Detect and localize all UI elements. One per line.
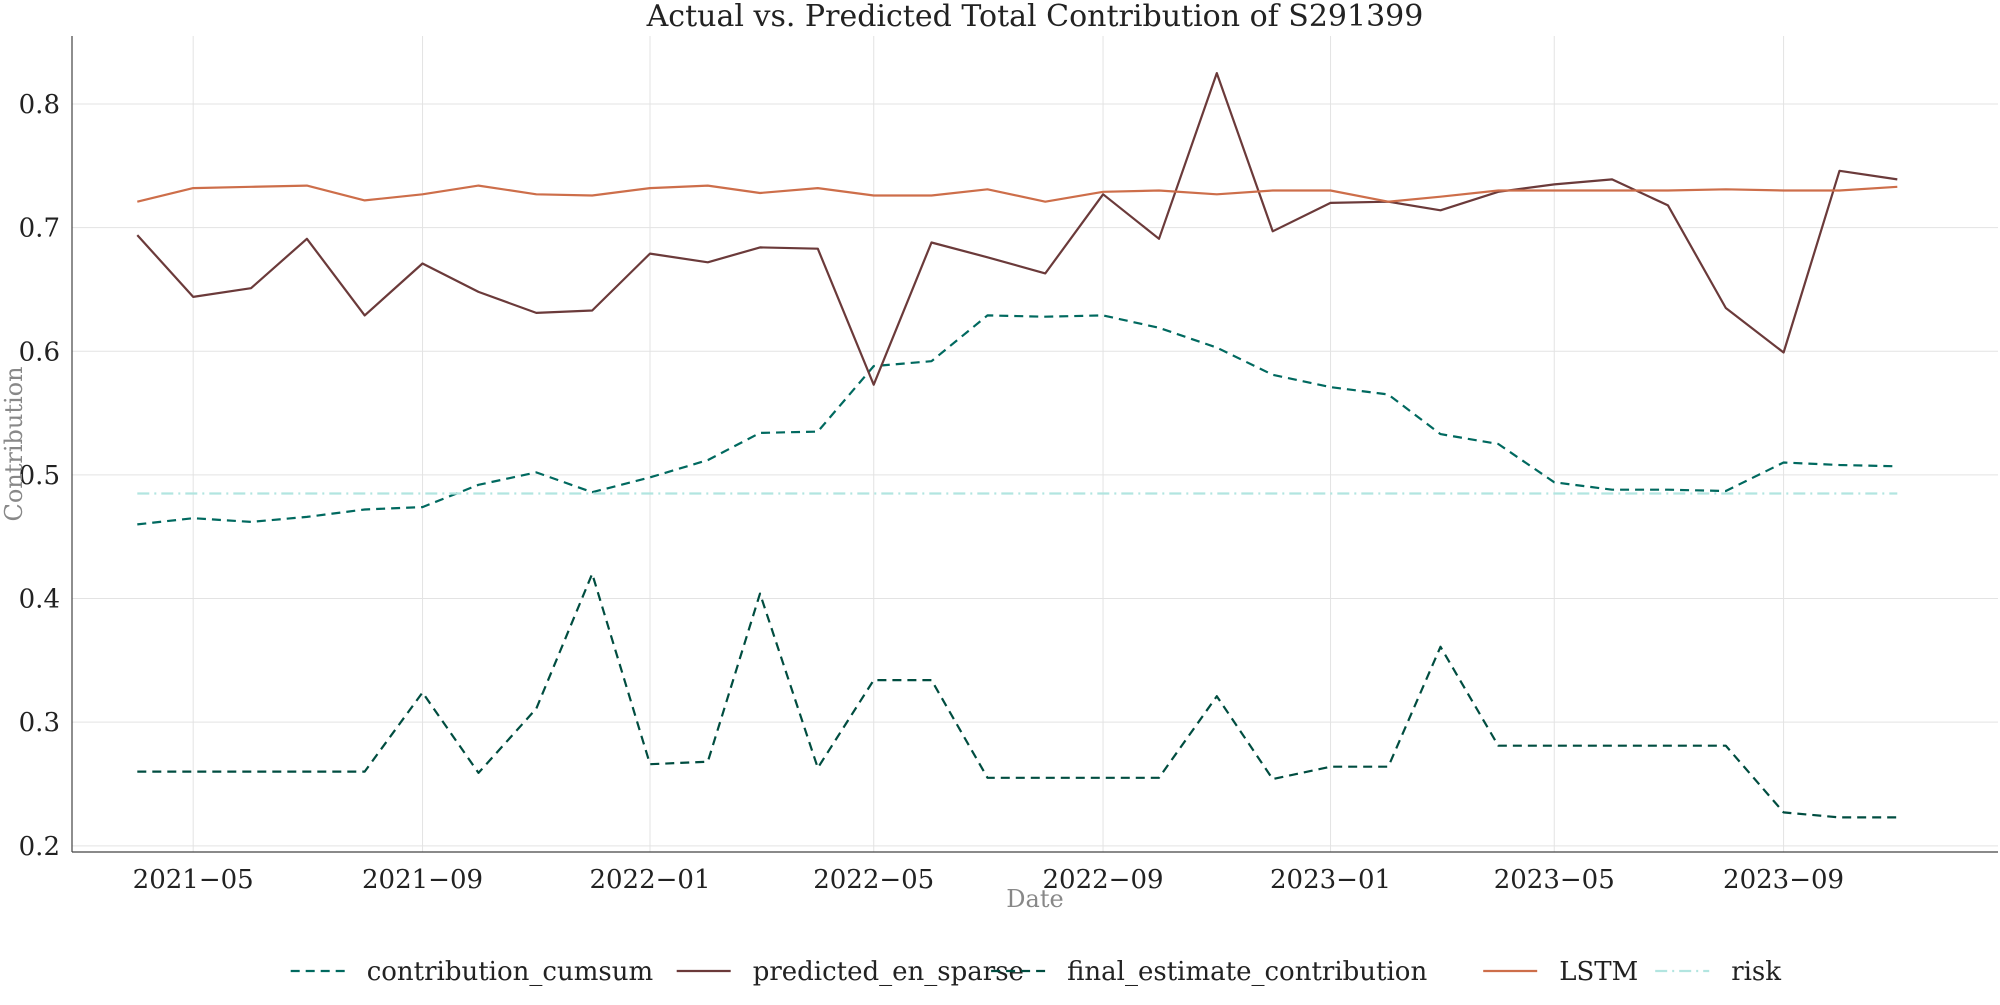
series-line-lstm xyxy=(137,184,1898,203)
x-tick-label: 2023−01 xyxy=(1270,865,1391,895)
series xyxy=(136,71,1898,819)
y-tick-label: 0.8 xyxy=(19,90,60,120)
y-tick-labels: 0.2 0.3 0.4 0.5 0.6 0.7 0.8 xyxy=(19,90,60,862)
x-tick-label: 2023−09 xyxy=(1723,865,1844,895)
x-tick-label: 2022−05 xyxy=(813,865,934,895)
x-axis-label: Date xyxy=(1006,885,1063,913)
x-tick-label: 2021−05 xyxy=(133,865,254,895)
x-tick-label: 2021−09 xyxy=(362,865,483,895)
chart-title: Actual vs. Predicted Total Contribution … xyxy=(646,0,1424,34)
legend-label: predicted_en_sparse xyxy=(753,957,1024,987)
legend-label: LSTM xyxy=(1559,957,1638,987)
y-tick-label: 0.5 xyxy=(19,461,60,491)
y-tick-label: 0.3 xyxy=(19,708,60,738)
y-axis-label: Contribution xyxy=(0,366,28,521)
y-tick-label: 0.7 xyxy=(19,214,60,244)
legend-label: risk xyxy=(1731,957,1781,987)
x-tick-label: 2022−01 xyxy=(589,865,710,895)
x-tick-label: 2023−05 xyxy=(1494,865,1615,895)
grid xyxy=(72,36,1998,852)
series-line-final-estimate-contribution xyxy=(137,572,1898,819)
axes xyxy=(71,36,1998,853)
series-line-predicted-en-sparse xyxy=(136,71,1898,386)
legend-label: contribution_cumsum xyxy=(367,957,653,987)
legend-label: final_estimate_contribution xyxy=(1067,957,1427,987)
y-tick-label: 0.4 xyxy=(19,585,60,615)
y-tick-label: 0.2 xyxy=(19,832,60,862)
x-tick-labels: 2021−05 2021−09 2022−01 2022−05 2022−09 2023−… xyxy=(133,865,1844,895)
series-line-contribution-cumsum xyxy=(137,314,1898,526)
x-tick-label: 2022−09 xyxy=(1043,865,1164,895)
legend: contribution_cumsum predicted_en_sparse fi… xyxy=(290,957,1781,987)
y-tick-label: 0.6 xyxy=(19,337,60,367)
